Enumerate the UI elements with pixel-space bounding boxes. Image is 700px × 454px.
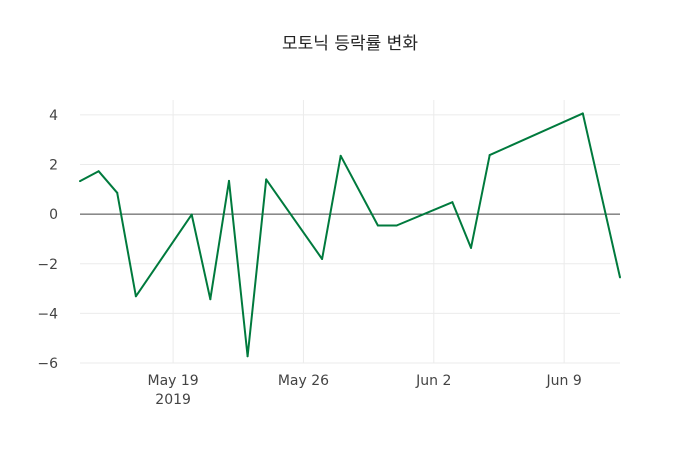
chart-title: 모토닉 등락률 변화 [282, 34, 418, 54]
data-point [488, 154, 491, 157]
x-tick-sublabel: 2019 [155, 392, 191, 408]
data-point [339, 154, 342, 157]
x-tick-label: Jun 9 [546, 373, 582, 389]
data-point [79, 180, 81, 183]
data-point [395, 224, 398, 227]
series-line [79, 112, 621, 358]
data-point [376, 224, 379, 227]
data-point [190, 213, 193, 216]
data-point [265, 178, 268, 181]
data-point [451, 201, 454, 204]
y-tick-label: −4 [37, 306, 58, 322]
x-tick-label: May 26 [278, 373, 329, 389]
data-point [619, 276, 621, 279]
data-point [246, 355, 249, 358]
x-tick-label: Jun 2 [415, 373, 451, 389]
data-point [470, 246, 473, 249]
data-point [134, 295, 137, 298]
x-tick-label: May 19 [147, 373, 198, 389]
y-tick-label: 4 [49, 108, 58, 124]
data-point [97, 170, 100, 173]
y-tick-label: 0 [49, 207, 58, 223]
y-tick-label: −2 [37, 257, 58, 273]
data-point [227, 179, 230, 182]
data-point [209, 298, 212, 301]
data-point [321, 258, 324, 261]
data-point [116, 191, 119, 194]
data-point [581, 112, 584, 115]
y-tick-label: 2 [49, 158, 58, 174]
y-tick-label: −6 [37, 356, 58, 372]
